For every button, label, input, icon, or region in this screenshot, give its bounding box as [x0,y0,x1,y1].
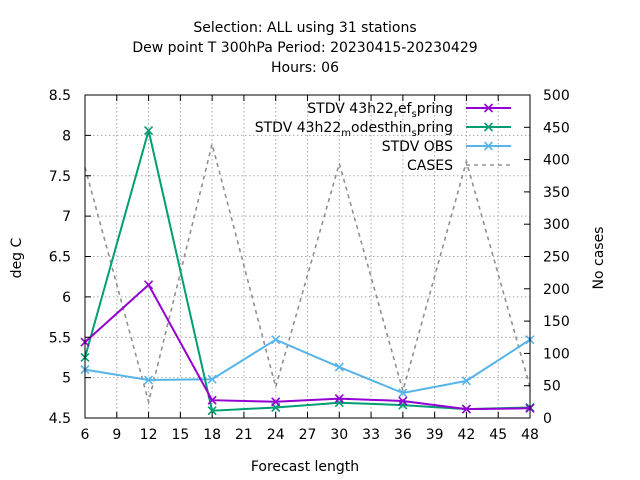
x-tick-label: 21 [235,427,253,443]
data-point-stdv-43h22-modesthin-spring [144,125,154,136]
y2-axis-label: No cases [591,227,607,290]
legend-label-stdv-obs: STDV OBS [382,139,453,155]
data-point-stdv-43h22-ref-spring [334,394,344,404]
data-point-stdv-obs [207,374,217,384]
x-axis-label: Forecast length [251,459,359,475]
data-point-stdv-obs [461,376,471,386]
y2-tick-label: 500 [543,88,570,104]
legend-label-cases: CASES [407,158,453,174]
data-point-stdv-43h22-modesthin-spring [207,406,217,416]
y2-tick-label: 450 [543,120,570,136]
x-tick-label: 18 [203,427,221,443]
data-point-stdv-obs [144,375,154,385]
y2-tick-label: 0 [543,411,552,427]
legend-label-stdv-43h22-ref-spring: STDV 43h22refspring [307,101,453,120]
y-tick-label: 4.5 [49,411,71,427]
x-tick-label: 45 [489,427,507,443]
marker-stroke [334,398,344,408]
y-tick-label: 6.5 [49,250,71,266]
legend-marker-stdv-43h22-ref-spring [483,103,494,113]
x-tick-label: 9 [112,427,121,443]
y2-tick-label: 400 [543,153,570,169]
marker-stroke [483,122,494,132]
marker-stroke [207,406,217,416]
legend-marker-stdv-obs [483,141,494,151]
marker-stroke [207,395,217,405]
data-point-stdv-obs [271,335,281,345]
marker-stroke [398,388,408,398]
y-tick-label: 8.5 [49,88,71,104]
series-layer [80,125,535,416]
y-tick-label: 5 [62,371,71,387]
marker-stroke [207,374,217,384]
marker-stroke [271,335,281,345]
x-tick-label: 33 [362,427,380,443]
title-line-2: Dew point T 300hPa Period: 20230415-2023… [132,40,477,56]
y2-tick-label: 100 [543,346,570,362]
series-line-stdv-obs [84,338,531,395]
x-tick-label: 42 [458,427,476,443]
axes: 6 9 12 15 18 21 24 27 30 33 36 39 42 45 48 4.5 5 5.5 6 6.5 7… [49,88,570,443]
y-tick-label: 8 [62,128,71,144]
y-tick-label: 6 [62,290,71,306]
marker-stroke [334,362,344,372]
y-tick-label: 7 [62,209,71,225]
grid-lines [85,95,530,418]
data-point-stdv-43h22-ref-spring [398,396,408,406]
data-point-stdv-43h22-modesthin-spring [398,400,408,410]
y2-tick-label: 300 [543,217,570,233]
marker-stroke [144,125,154,136]
x-tick-label: 6 [81,427,90,443]
series-line-cases [84,143,531,406]
marker-stroke [144,280,154,290]
x-tick-label: 15 [171,427,189,443]
y2-tick-label: 150 [543,314,570,330]
y-axis-label: deg C [9,237,25,278]
x-tick-label: 24 [267,427,285,443]
marker-stroke [461,404,471,414]
marker-stroke [144,375,154,385]
series-line-stdv-43h22-modesthin-spring [84,130,531,412]
data-point-stdv-43h22-modesthin-spring [334,398,344,408]
marker-stroke [398,400,408,410]
title-line-3: Hours: 06 [271,60,339,76]
y2-tick-label: 200 [543,282,570,298]
legend-label-stdv-43h22-modesthin-spring: STDV 43h22modesthinspring [255,120,453,139]
data-point-stdv-43h22-ref-spring [461,404,471,414]
marker-stroke [483,103,494,113]
series-line-stdv-43h22-ref-spring [84,283,531,411]
x-tick-label: 36 [394,427,412,443]
chart-title: Selection: ALL using 31 stations Dew poi… [132,20,477,76]
marker-stroke [334,394,344,404]
x-tick-label: 12 [140,427,158,443]
x-tick-label: 48 [521,427,539,443]
y2-tick-label: 350 [543,185,570,201]
data-point-stdv-obs [334,362,344,372]
data-point-stdv-43h22-ref-spring [207,395,217,405]
data-point-stdv-43h22-ref-spring [271,397,281,407]
marker-stroke [483,141,494,151]
x-tick-label: 27 [299,427,317,443]
x-tick-label: 30 [330,427,348,443]
x-tick-label: 39 [426,427,444,443]
title-line-1: Selection: ALL using 31 stations [193,20,416,36]
data-point-stdv-43h22-ref-spring [144,280,154,290]
marker-stroke [461,376,471,386]
y2-tick-label: 50 [543,379,561,395]
y-tick-label: 5.5 [49,330,71,346]
marker-stroke [398,396,408,406]
y2-tick-label: 250 [543,250,570,266]
y-tick-label: 7.5 [49,169,71,185]
marker-stroke [271,397,281,407]
data-point-stdv-obs [398,388,408,398]
legend-marker-stdv-43h22-modesthin-spring [483,122,494,132]
